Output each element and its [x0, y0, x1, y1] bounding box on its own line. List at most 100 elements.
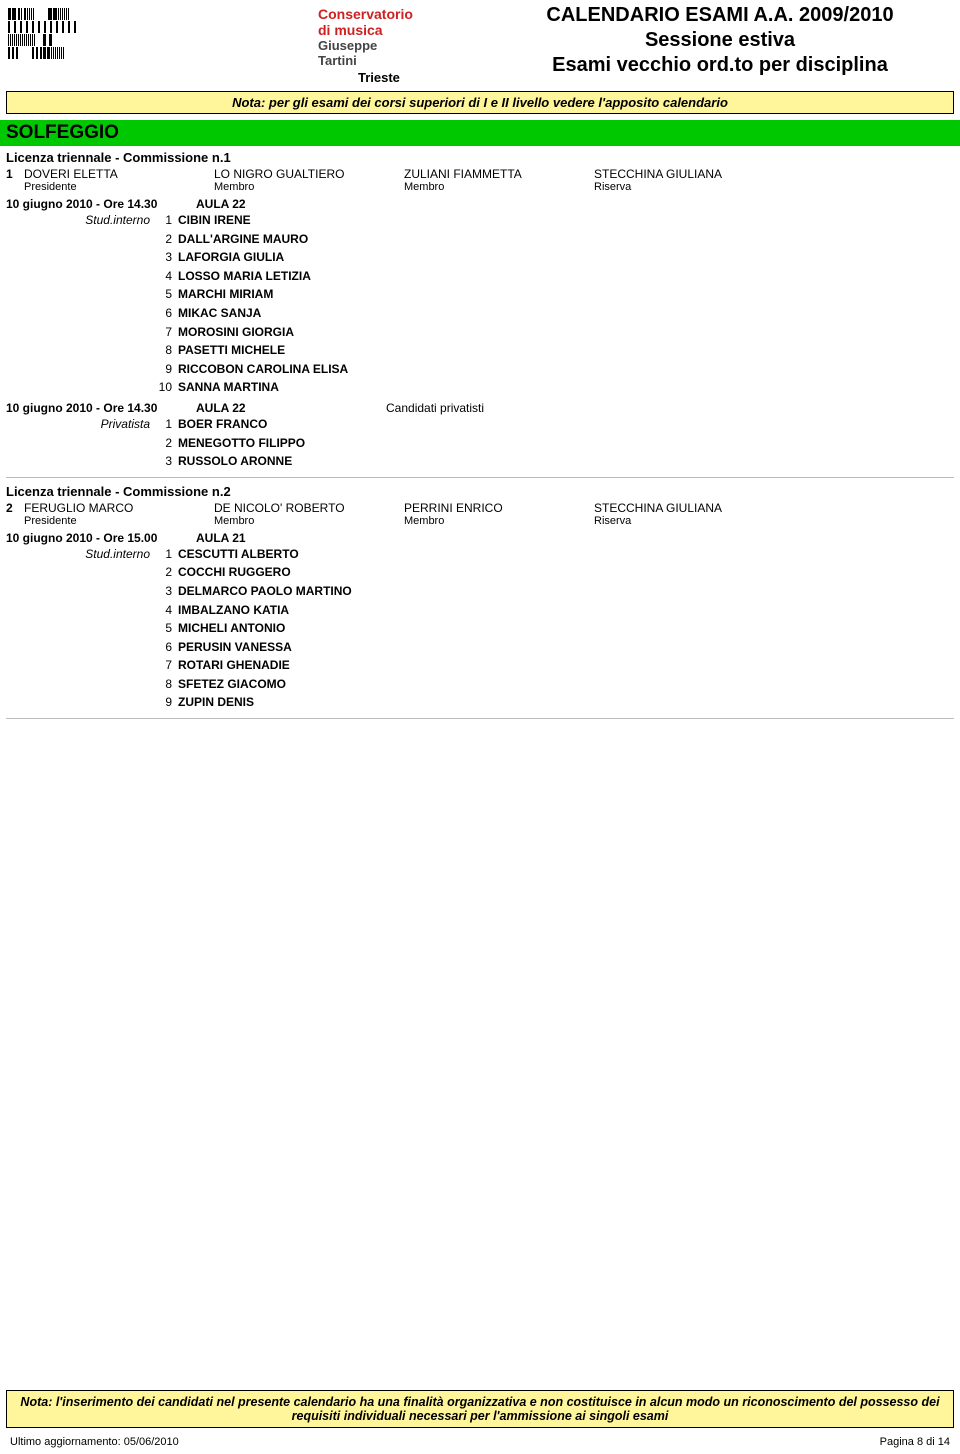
student-number: 6: [156, 304, 178, 323]
panel-member: ZULIANI FIAMMETTAMembro: [404, 167, 594, 193]
student-row: 9RICCOBON CAROLINA ELISA: [6, 360, 954, 379]
student-name: LAFORGIA GIULIA: [178, 248, 954, 267]
student-number: 1: [156, 211, 178, 230]
student-name: DALL'ARGINE MAURO: [178, 230, 954, 249]
commissions-container: Licenza triennale - Commissione n.11DOVE…: [0, 150, 960, 719]
student-type-label: [6, 638, 156, 657]
panel-member-name: STECCHINA GIULIANA: [594, 501, 784, 515]
student-number: 2: [156, 563, 178, 582]
student-type-label: Stud.interno: [6, 211, 156, 230]
student-number: 10: [156, 378, 178, 397]
student-row: Stud.interno1CIBIN IRENE: [6, 211, 954, 230]
title-line3: Esami vecchio ord.to per disciplina: [488, 54, 952, 77]
student-type-label: [6, 675, 156, 694]
session-row: 10 giugno 2010 - Ore 14.30AULA 22Candida…: [6, 401, 954, 415]
footer-note: Nota: l'inserimento dei candidati nel pr…: [6, 1390, 954, 1428]
student-type-label: [6, 582, 156, 601]
header-logo-area: [8, 4, 308, 85]
student-type-label: [6, 656, 156, 675]
divider: [6, 718, 954, 719]
student-type-label: [6, 563, 156, 582]
student-type-label: [6, 378, 156, 397]
student-name: MOROSINI GIORGIA: [178, 323, 954, 342]
subject-bar: SOLFEGGIO: [0, 120, 960, 146]
student-name: PASETTI MICHELE: [178, 341, 954, 360]
footer-left: Ultimo aggiornamento: 05/06/2010: [10, 1436, 179, 1448]
student-number: 7: [156, 323, 178, 342]
panel-member-role: Membro: [404, 515, 594, 527]
student-number: 9: [156, 693, 178, 712]
title-line2: Sessione estiva: [488, 29, 952, 52]
student-name: MARCHI MIRIAM: [178, 285, 954, 304]
student-row: 2DALL'ARGINE MAURO: [6, 230, 954, 249]
student-row: 5MICHELI ANTONIO: [6, 619, 954, 638]
student-type-label: [6, 304, 156, 323]
session-room: AULA 22: [196, 197, 386, 211]
student-number: 4: [156, 267, 178, 286]
panel-member-role: Riserva: [594, 515, 784, 527]
note-top: Nota: per gli esami dei corsi superiori …: [6, 91, 954, 114]
student-name: IMBALZANO KATIA: [178, 601, 954, 620]
session-room: AULA 21: [196, 531, 386, 545]
student-name: ROTARI GHENADIE: [178, 656, 954, 675]
student-name: SFETEZ GIACOMO: [178, 675, 954, 694]
commission-title: Licenza triennale - Commissione n.2: [6, 484, 954, 499]
student-type-label: [6, 693, 156, 712]
student-row: 4LOSSO MARIA LETIZIA: [6, 267, 954, 286]
panel-member-name: FERUGLIO MARCO: [24, 501, 214, 515]
panel-row: 1DOVERI ELETTAPresidenteLO NIGRO GUALTIE…: [6, 167, 954, 193]
student-number: 3: [156, 452, 178, 471]
student-name: CIBIN IRENE: [178, 211, 954, 230]
session-row: 10 giugno 2010 - Ore 14.30AULA 22: [6, 197, 954, 211]
panel-member-role: Membro: [404, 181, 594, 193]
panel-member: DE NICOLO' ROBERTOMembro: [214, 501, 404, 527]
student-row: 6PERUSIN VANESSA: [6, 638, 954, 657]
session-datetime: 10 giugno 2010 - Ore 14.30: [6, 197, 196, 211]
student-name: DELMARCO PAOLO MARTINO: [178, 582, 954, 601]
student-type-label: [6, 323, 156, 342]
student-type-label: Privatista: [6, 415, 156, 434]
commission-number: 1: [6, 167, 24, 193]
student-number: 1: [156, 545, 178, 564]
student-row: 3RUSSOLO ARONNE: [6, 452, 954, 471]
institution-line5: Trieste: [318, 70, 488, 85]
student-row: 8PASETTI MICHELE: [6, 341, 954, 360]
header: Conservatorio di musica Giuseppe Tartini…: [0, 0, 960, 85]
student-name: RICCOBON CAROLINA ELISA: [178, 360, 954, 379]
student-number: 3: [156, 582, 178, 601]
student-number: 2: [156, 434, 178, 453]
student-type-label: [6, 434, 156, 453]
student-name: RUSSOLO ARONNE: [178, 452, 954, 471]
panel-member: STECCHINA GIULIANARiserva: [594, 167, 784, 193]
panel-member-name: DE NICOLO' ROBERTO: [214, 501, 404, 515]
student-row: Stud.interno1CESCUTTI ALBERTO: [6, 545, 954, 564]
student-name: CESCUTTI ALBERTO: [178, 545, 954, 564]
student-number: 3: [156, 248, 178, 267]
footer-line: Ultimo aggiornamento: 05/06/2010 Pagina …: [10, 1436, 950, 1448]
student-type-label: [6, 452, 156, 471]
student-row: 3LAFORGIA GIULIA: [6, 248, 954, 267]
student-type-label: [6, 619, 156, 638]
student-name: COCCHI RUGGERO: [178, 563, 954, 582]
student-type-label: [6, 285, 156, 304]
session-room: AULA 22: [196, 401, 386, 415]
student-number: 2: [156, 230, 178, 249]
student-type-label: [6, 248, 156, 267]
student-number: 5: [156, 619, 178, 638]
student-number: 4: [156, 601, 178, 620]
student-row: 3DELMARCO PAOLO MARTINO: [6, 582, 954, 601]
divider: [6, 477, 954, 478]
panel-row: 2FERUGLIO MARCOPresidenteDE NICOLO' ROBE…: [6, 501, 954, 527]
student-type-label: [6, 360, 156, 379]
panel-member-role: Presidente: [24, 515, 214, 527]
institution-name: Conservatorio di musica Giuseppe Tartini…: [308, 4, 488, 85]
student-number: 7: [156, 656, 178, 675]
panel-member: STECCHINA GIULIANARiserva: [594, 501, 784, 527]
panel-member-name: PERRINI ENRICO: [404, 501, 594, 515]
footer-right: Pagina 8 di 14: [880, 1436, 950, 1448]
student-number: 5: [156, 285, 178, 304]
panel-member-name: ZULIANI FIAMMETTA: [404, 167, 594, 181]
student-row: 4IMBALZANO KATIA: [6, 601, 954, 620]
student-name: PERUSIN VANESSA: [178, 638, 954, 657]
student-name: MICHELI ANTONIO: [178, 619, 954, 638]
